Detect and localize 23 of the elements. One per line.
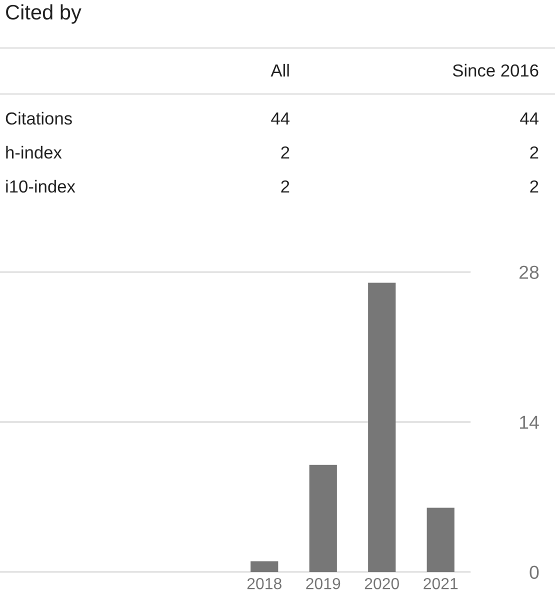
- bar: [426, 508, 454, 572]
- x-tick-label: 2019: [306, 578, 340, 590]
- text: 2: [281, 146, 290, 158]
- y-tick-label: 14: [520, 416, 539, 429]
- y-tick-label: 0: [530, 566, 539, 579]
- text: 2: [530, 146, 538, 158]
- text: 44: [520, 112, 538, 124]
- y-tick-label: 28: [520, 266, 539, 279]
- x-tick-label: 2018: [247, 578, 282, 590]
- text: Citations: [6, 112, 72, 125]
- bar: [250, 561, 278, 572]
- text: Cited by: [6, 4, 82, 24]
- bar: [368, 282, 396, 572]
- text: i10-index: [6, 180, 76, 193]
- x-tick-label: 2020: [364, 578, 400, 590]
- bar: [309, 464, 337, 572]
- text: 44: [271, 112, 290, 124]
- x-tick-label: 2021: [424, 578, 458, 590]
- text: 2: [281, 180, 290, 192]
- text: 2: [530, 180, 538, 192]
- text: h-index: [6, 146, 62, 159]
- text: All: [270, 64, 289, 76]
- text: Since 2016: [452, 64, 538, 77]
